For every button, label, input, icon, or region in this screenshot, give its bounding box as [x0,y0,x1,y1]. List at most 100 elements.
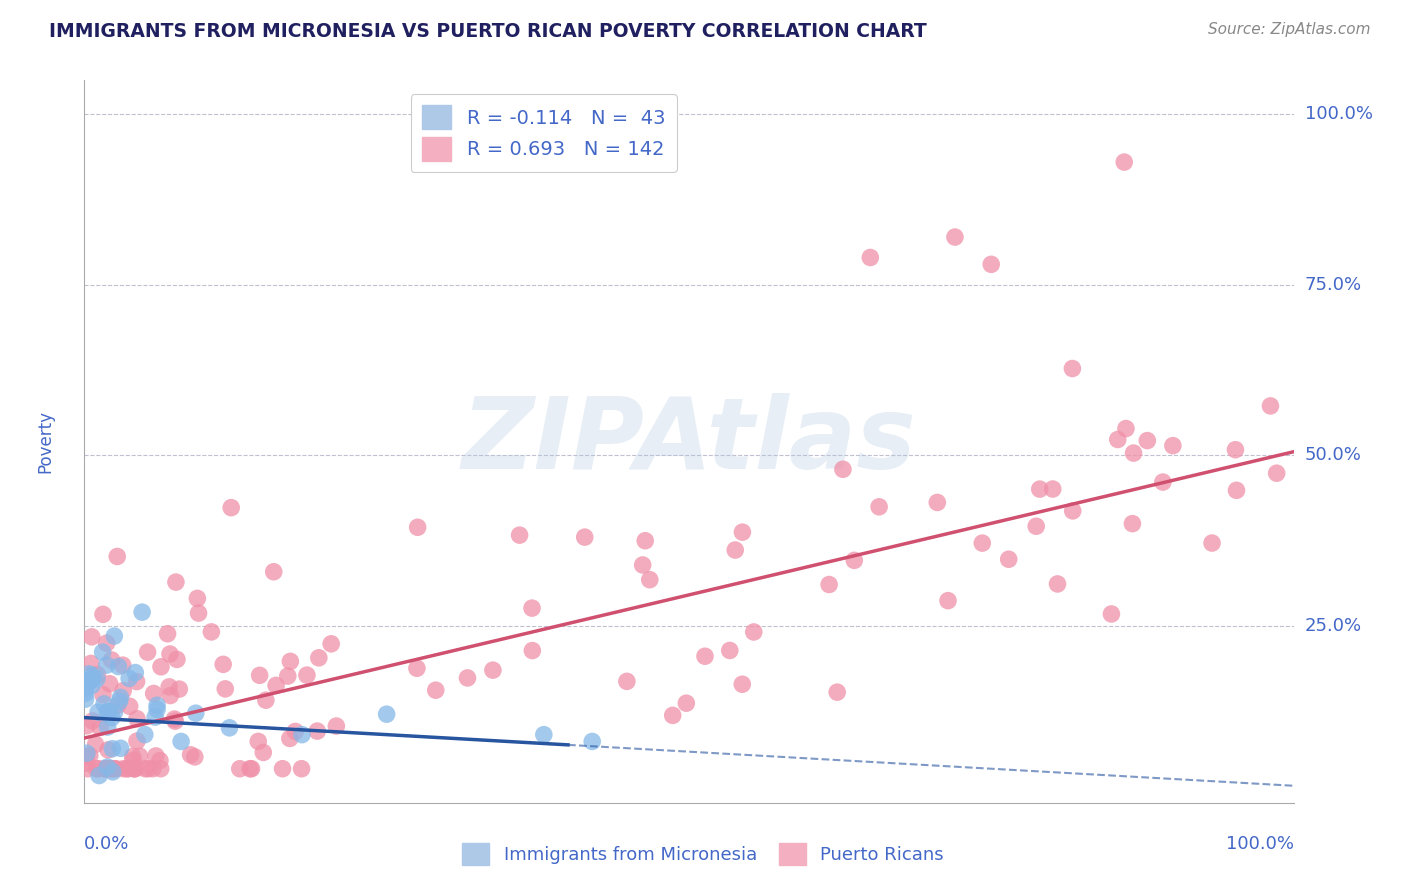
Point [825,685,848,699]
Point [290,762,312,776]
Point [264,678,287,692]
Point [84,738,107,752]
Point [145,748,167,763]
Point [187,606,209,620]
Point [97,705,120,719]
Point [103,629,125,643]
Point [76,756,98,771]
Point [80,630,103,644]
Point [1161,439,1184,453]
Legend: Immigrants from Micronesia, Puerto Ricans: Immigrants from Micronesia, Puerto Rican… [456,836,950,872]
Point [75,681,97,696]
Point [101,741,124,756]
Point [94,762,117,776]
Point [142,762,165,776]
Point [295,668,318,682]
Point [307,724,329,739]
Point [520,601,543,615]
Point [1122,446,1144,460]
Point [180,747,202,762]
Point [638,573,661,587]
Point [1136,434,1159,448]
Point [325,719,347,733]
Point [143,710,166,724]
Point [77,673,100,688]
Text: 75.0%: 75.0% [1305,276,1362,293]
Point [98,677,121,691]
Point [818,577,841,591]
Point [80,657,103,671]
Point [1046,577,1069,591]
Point [247,734,270,748]
Point [124,762,146,776]
Point [1114,155,1136,169]
Point [943,230,966,244]
Point [112,683,135,698]
Text: 0.0%: 0.0% [84,835,129,854]
Point [149,762,172,776]
Point [219,500,242,515]
Point [1107,433,1129,447]
Point [165,714,187,728]
Point [107,698,129,713]
Point [581,734,603,748]
Point [616,674,638,689]
Point [406,520,429,534]
Point [103,706,125,720]
Point [121,749,143,764]
Point [91,688,114,702]
Point [79,675,101,690]
Point [291,728,314,742]
Point [169,682,191,697]
Point [80,678,103,692]
Point [146,698,169,713]
Point [1225,483,1247,498]
Point [76,762,98,776]
Point [1062,504,1084,518]
Point [97,720,120,734]
Point [97,743,120,757]
Point [214,681,236,696]
Point [131,605,153,619]
Point [693,649,716,664]
Point [240,762,263,776]
Point [249,668,271,682]
Point [509,528,531,542]
Point [675,696,697,710]
Point [105,762,128,776]
Point [91,645,114,659]
Point [105,549,128,564]
Point [1042,482,1064,496]
Point [844,553,866,567]
Point [1260,399,1282,413]
Point [456,671,478,685]
Point [742,624,765,639]
Point [96,705,118,719]
Point [89,721,111,735]
Point [321,637,343,651]
Point [1121,516,1143,531]
Point [111,658,134,673]
Point [118,699,141,714]
Point [997,552,1019,566]
Point [1029,482,1052,496]
Point [75,686,97,700]
Point [122,753,145,767]
Point [308,650,330,665]
Point [731,677,754,691]
Point [77,666,100,681]
Point [868,500,890,514]
Point [96,636,118,650]
Point [93,762,115,776]
Point [218,721,240,735]
Point [280,654,302,668]
Point [980,257,1002,271]
Point [110,741,132,756]
Point [574,530,596,544]
Point [156,626,179,640]
Point [254,693,277,707]
Point [277,669,299,683]
Point [425,683,447,698]
Point [533,728,555,742]
Point [263,565,285,579]
